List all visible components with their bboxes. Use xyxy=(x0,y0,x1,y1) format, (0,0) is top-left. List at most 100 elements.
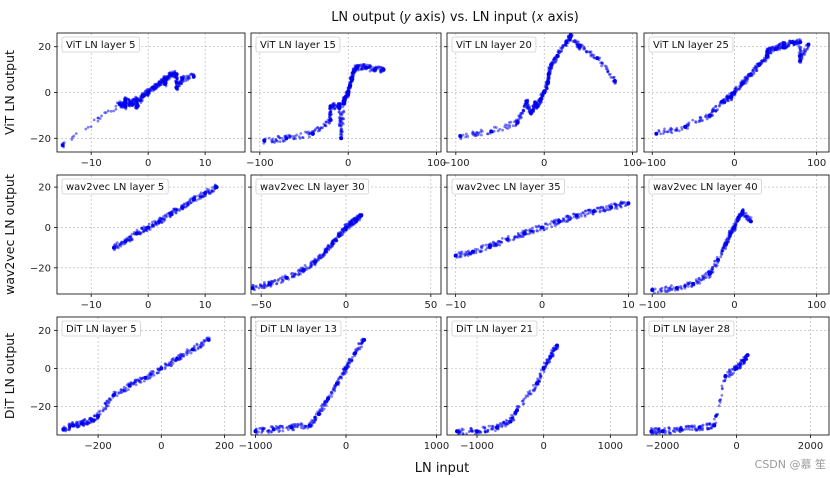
scatter-point-cloud xyxy=(520,399,524,403)
scatter-point-cloud xyxy=(322,253,325,256)
scatter-point-cloud xyxy=(538,372,542,376)
scatter-point-cloud xyxy=(182,354,186,358)
scatter-point-cloud xyxy=(523,396,527,400)
scatter-point xyxy=(660,429,665,434)
scatter-point xyxy=(577,44,582,49)
scatter-point-cloud xyxy=(339,124,343,128)
panel-frame xyxy=(56,174,246,295)
scatter-point-cloud xyxy=(545,227,549,230)
panel-title-box xyxy=(648,320,735,337)
panel-3: −100 0 100 ViT LN layer 20 xyxy=(442,32,642,169)
scatter-point-cloud xyxy=(354,220,358,224)
x-tick-label: 200 xyxy=(215,441,234,452)
scatter-point-cloud xyxy=(669,130,673,134)
scatter-point-cloud xyxy=(536,379,540,382)
scatter-point-cloud xyxy=(200,344,204,348)
scatter-point-cloud xyxy=(297,135,301,139)
scatter-point-cloud xyxy=(732,222,736,226)
scatter-point-cloud xyxy=(474,249,478,253)
scatter-point-cloud xyxy=(345,228,348,232)
scatter-point-cloud xyxy=(332,103,336,107)
scatter-point-cloud xyxy=(745,79,749,83)
scatter-point xyxy=(372,67,377,72)
scatter-point-cloud xyxy=(580,214,583,218)
scatter-point-cloud xyxy=(794,39,798,43)
scatter-point-cloud xyxy=(331,238,335,242)
scatter-point-cloud xyxy=(83,418,87,421)
scatter-point-cloud xyxy=(511,124,515,128)
scatter-point-cloud xyxy=(607,73,611,76)
scatter-point xyxy=(745,353,750,358)
scatter-point-cloud xyxy=(526,105,530,109)
scatter-point-cloud xyxy=(175,207,179,211)
y-tick-label: −20 xyxy=(30,263,51,274)
scatter-point-cloud xyxy=(162,215,165,218)
scatter-point-cloud xyxy=(270,430,273,434)
scatter-point-cloud xyxy=(280,136,284,140)
scatter-point-cloud xyxy=(155,371,159,375)
scatter-point-cloud xyxy=(120,105,124,109)
scatter-point-cloud xyxy=(257,430,260,434)
scatter-point xyxy=(310,131,315,136)
scatter-point-cloud xyxy=(366,63,370,67)
scatter-point-cloud xyxy=(335,239,339,242)
scatter-point-cloud xyxy=(656,290,660,294)
scatter-point-cloud xyxy=(297,271,301,275)
scatter-point xyxy=(736,215,741,220)
scatter-point-cloud xyxy=(542,370,546,374)
scatter-point-cloud xyxy=(670,127,674,131)
scatter-point-cloud xyxy=(743,75,747,79)
scatter-point-cloud xyxy=(289,134,292,138)
scatter-point xyxy=(159,366,164,371)
scatter-point-cloud xyxy=(352,67,355,71)
scatter-point-cloud xyxy=(267,136,271,140)
scatter-point xyxy=(353,351,358,356)
scatter-point xyxy=(381,67,386,72)
scatter-point-cloud xyxy=(155,84,159,88)
scatter-point xyxy=(748,72,753,77)
scatter-point-cloud xyxy=(354,348,358,352)
scatter-point-cloud xyxy=(132,102,136,105)
panel-title: DiT LN layer 13 xyxy=(260,324,337,335)
panel-11: −1000 0 1000 DiT LN layer 21 xyxy=(444,316,638,452)
scatter-point-cloud xyxy=(798,55,802,59)
scatter-point-cloud xyxy=(680,126,684,129)
scatter-point-cloud xyxy=(119,242,123,245)
scatter-point-cloud xyxy=(114,104,118,108)
panel-1: −10 0 10 −20 0 20 ViT LN layer 5 ViT LN output xyxy=(2,32,246,169)
scatter-point xyxy=(337,233,342,238)
scatter-point xyxy=(528,111,533,116)
scatter-point xyxy=(697,425,702,430)
scatter-point xyxy=(549,63,554,68)
scatter-point-cloud xyxy=(797,51,801,55)
scatter-point xyxy=(548,354,553,359)
y-tick-label: −20 xyxy=(30,402,51,413)
scatter-point xyxy=(250,285,255,290)
panel-background xyxy=(447,175,637,294)
scatter-point-cloud xyxy=(172,356,175,360)
scatter-point-cloud xyxy=(177,207,181,211)
scatter-point-cloud xyxy=(340,128,344,132)
scatter-point-cloud xyxy=(172,207,176,211)
scatter-point-cloud xyxy=(547,79,550,83)
scatter-point-cloud xyxy=(254,284,258,288)
scatter-point xyxy=(555,53,560,58)
scatter-point xyxy=(707,271,712,276)
scatter-point-cloud xyxy=(320,403,324,406)
scatter-point-cloud xyxy=(703,276,707,280)
scatter-point-cloud xyxy=(138,380,142,384)
scatter-point-cloud xyxy=(340,133,344,137)
scatter-point-cloud xyxy=(671,429,675,433)
scatter-point xyxy=(612,79,617,84)
scatter-point-cloud xyxy=(585,50,589,54)
scatter-point-cloud xyxy=(341,122,345,126)
scatter-point-cloud xyxy=(718,401,722,404)
scatter-point-cloud xyxy=(163,217,166,220)
scatter-point-cloud xyxy=(803,53,807,56)
scatter-point-cloud xyxy=(149,86,153,90)
scatter-point-cloud xyxy=(657,129,661,132)
panel-title-box xyxy=(451,36,537,53)
scatter-point-cloud xyxy=(119,391,123,395)
scatter-point-cloud xyxy=(675,428,679,432)
